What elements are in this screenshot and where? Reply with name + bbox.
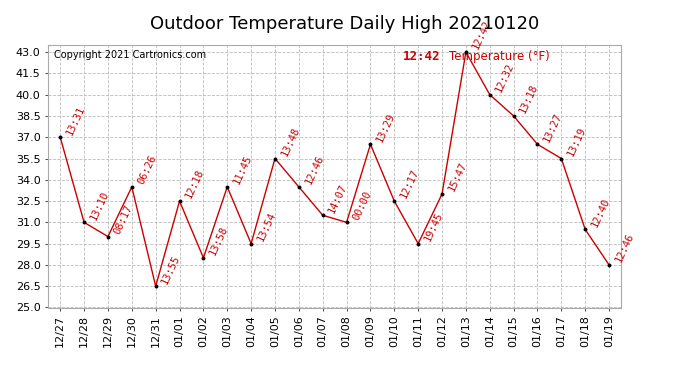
Text: 12:46: 12:46 [613,232,635,264]
Text: 14:07: 14:07 [327,182,349,214]
Point [604,262,615,268]
Text: 00:00: 00:00 [351,189,373,222]
Text: 13:27: 13:27 [542,111,564,144]
Text: 12:42: 12:42 [470,19,493,51]
Point [413,241,424,247]
Point [484,92,495,98]
Text: Copyright 2021 Cartronics.com: Copyright 2021 Cartronics.com [54,50,206,60]
Point [388,198,400,204]
Point [460,49,471,55]
Text: 08:17: 08:17 [112,203,135,236]
Text: 12:40: 12:40 [589,196,611,229]
Text: Temperature (°F): Temperature (°F) [449,50,550,63]
Text: 13:29: 13:29 [375,111,397,144]
Text: 13:10: 13:10 [88,189,110,222]
Text: 19:45: 19:45 [422,210,444,243]
Text: 12:17: 12:17 [398,168,421,200]
Point [270,156,281,162]
Point [55,134,66,140]
Point [317,212,328,218]
Point [556,156,567,162]
Point [365,141,376,147]
Text: Outdoor Temperature Daily High 20210120: Outdoor Temperature Daily High 20210120 [150,15,540,33]
Point [341,219,352,225]
Text: 12:32: 12:32 [494,62,516,94]
Point [174,198,185,204]
Point [126,184,137,190]
Point [102,234,113,240]
Text: 13:31: 13:31 [64,104,87,136]
Point [508,113,519,119]
Point [437,191,448,197]
Text: 13:18: 13:18 [518,82,540,115]
Text: 12:46: 12:46 [303,154,325,186]
Text: 11:45: 11:45 [231,154,254,186]
Text: 13:55: 13:55 [160,253,182,285]
Point [580,226,591,232]
Point [246,241,257,247]
Point [198,255,209,261]
Text: 06:26: 06:26 [136,154,158,186]
Point [532,141,543,147]
Text: 15:47: 15:47 [446,160,469,193]
Text: 13:58: 13:58 [208,225,230,257]
Point [150,283,161,289]
Point [79,219,90,225]
Point [293,184,304,190]
Text: 13:19: 13:19 [566,125,588,158]
Text: 13:48: 13:48 [279,125,302,158]
Text: 12:18: 12:18 [184,168,206,200]
Point [221,184,233,190]
Text: 13:54: 13:54 [255,210,277,243]
Text: 12:42: 12:42 [404,50,441,63]
